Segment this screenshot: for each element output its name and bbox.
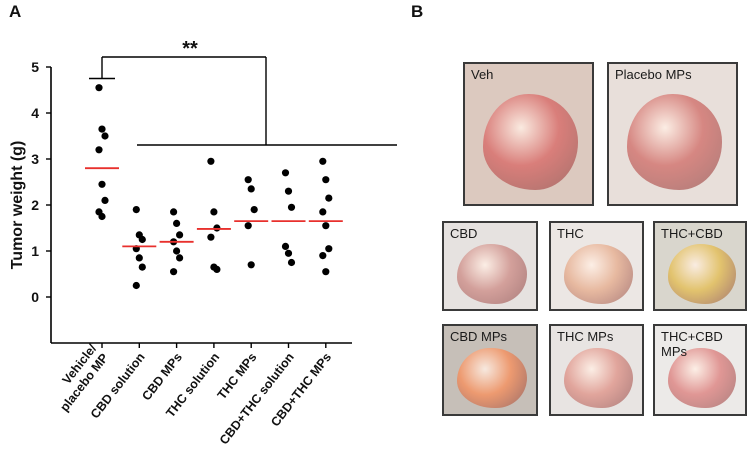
y-tick-label: 5 [31,59,39,75]
data-point [138,263,146,271]
data-point [244,222,252,230]
data-point [132,281,140,290]
significance-marker: ** [182,38,198,60]
tumor-photo-label: CBD [450,226,478,241]
tumor-tissue [627,94,722,190]
tumor-photo-label: THC+CBD MPs [661,329,723,359]
tumor-photo: Veh [463,62,594,206]
tumor-photo-label: THC [557,226,584,241]
data-point [319,252,327,260]
data-point [247,261,255,269]
tumor-photo-label: THC+CBD [661,226,723,241]
y-tick-label: 0 [31,289,39,305]
data-point [101,132,109,140]
tumor-tissue [668,244,736,304]
tumor-photo: THC+CBD MPs [653,324,747,416]
data-point [138,235,146,244]
data-point [176,231,184,239]
data-point [95,146,103,154]
tumor-photo: THC MPs [549,324,644,416]
data-point [98,212,106,221]
data-point [135,254,143,262]
data-point [213,265,221,273]
data-point [132,206,140,214]
data-point [176,254,184,262]
tumor-photo: CBD [442,221,538,311]
data-point [170,268,178,276]
data-point [322,268,330,276]
tumor-photo: THC+CBD [653,221,747,311]
tumor-photo: CBD MPs [442,324,538,416]
data-point [322,176,330,184]
data-point [95,84,103,92]
data-point [284,249,293,257]
data-point [210,208,218,216]
y-tick-label: 3 [31,151,39,167]
panel-label-b: B [411,2,424,21]
data-point [98,125,106,133]
data-point [98,180,106,188]
data-point [287,203,296,211]
tumor-photo-label: Placebo MPs [615,67,692,82]
y-axis-title: Tumor weight (g) [9,141,26,270]
tumor-photo-label: Veh [471,67,494,82]
data-point [213,224,221,232]
tumor-tissue [564,347,633,409]
data-point [284,187,293,195]
data-point [322,222,330,230]
data-point [325,194,333,202]
data-point [325,245,333,253]
data-point [281,242,290,250]
data-point [247,185,255,193]
data-point [319,208,327,216]
data-point [281,169,290,177]
data-point [173,247,181,255]
tumor-tissue [483,94,578,190]
y-tick-label: 2 [31,197,39,213]
tumor-tissue [668,347,736,409]
data-point [173,219,181,227]
data-point [207,233,215,241]
tumor-tissue [457,244,527,304]
tumor-tissue [457,347,527,409]
tumor-photo: Placebo MPs [607,62,738,206]
tumor-photo-label: THC MPs [557,329,614,344]
data-point [101,196,109,204]
data-point [170,208,178,216]
y-tick-label: 4 [31,105,39,121]
tumor-photo: THC [549,221,644,311]
tumor-tissue [564,244,633,304]
data-point [207,157,215,165]
data-point [244,176,252,184]
tumor-photo-label: CBD MPs [450,329,508,344]
panel-label-a: A [9,2,22,21]
data-point [287,258,296,267]
data-point [319,157,327,165]
y-tick-label: 1 [31,243,39,259]
data-point [250,206,258,214]
